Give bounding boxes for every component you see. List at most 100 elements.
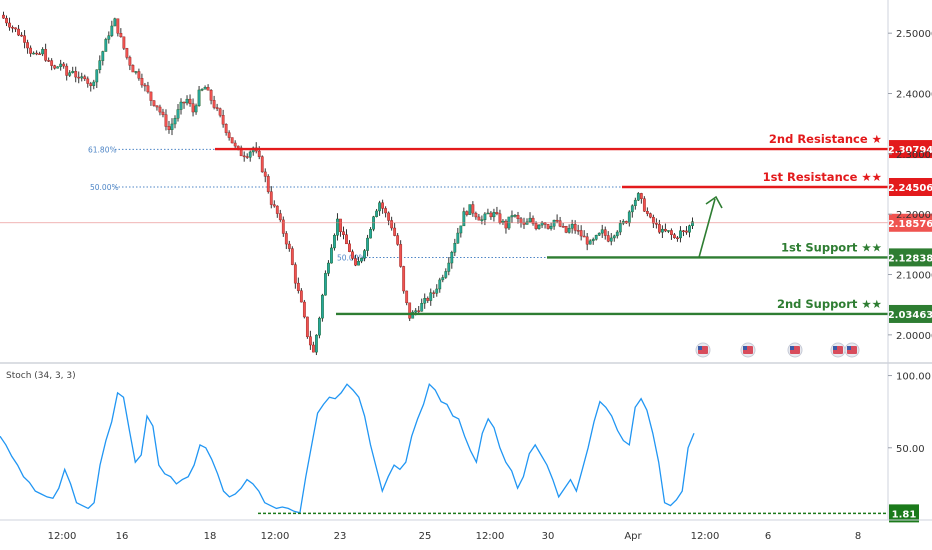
candle-body <box>164 114 168 127</box>
candle-body <box>83 76 87 80</box>
threshold-badge <box>889 504 919 523</box>
candle-body <box>176 109 180 119</box>
candle-body <box>290 248 294 265</box>
candle-body <box>489 212 493 218</box>
candle-body <box>691 221 694 226</box>
candle-body <box>411 311 415 319</box>
candle-body <box>417 310 421 312</box>
stoch-panel: Stoch (34, 3, 3) 1.81 <box>0 371 919 523</box>
candle-body <box>667 230 670 232</box>
candle-body <box>664 228 667 232</box>
level-price-badge <box>889 177 932 196</box>
candle-body <box>456 232 460 244</box>
candle-body <box>71 71 75 73</box>
candle-body <box>41 49 45 55</box>
candle-body <box>621 221 625 224</box>
candle-body <box>576 230 580 232</box>
candle-body <box>423 298 427 304</box>
level-price-label: 2.30794 <box>888 145 932 156</box>
candle-body <box>501 220 505 223</box>
candle-body <box>158 106 162 113</box>
projection-arrow <box>698 195 723 258</box>
candle-body <box>498 213 502 223</box>
candle-body <box>308 336 312 346</box>
candle-body <box>465 211 469 215</box>
candle-body <box>248 151 252 158</box>
candle-body <box>513 215 517 217</box>
candle-body <box>528 217 532 223</box>
time-tick-label: 16 <box>116 531 129 542</box>
candle-body <box>185 98 189 104</box>
candle-body <box>236 145 240 149</box>
candle-body <box>633 199 637 206</box>
candle-body <box>420 303 424 312</box>
candle-body <box>661 228 664 233</box>
candle-body <box>645 211 649 214</box>
candle-body <box>143 84 147 87</box>
event-icons <box>695 342 860 358</box>
candle-body <box>128 57 132 66</box>
time-tick-label: 25 <box>419 531 432 542</box>
candle-body <box>221 115 225 125</box>
level-name: 2nd Resistance ★ <box>769 132 882 146</box>
candle-body <box>369 229 372 239</box>
candle-body <box>194 105 198 113</box>
time-tick-label: 23 <box>334 531 347 542</box>
arrow-shaft <box>698 198 716 258</box>
level-price-label: 2.03463 <box>888 310 932 321</box>
arrow-head <box>705 195 723 209</box>
candle-body <box>402 266 406 292</box>
candle-body <box>17 28 20 36</box>
stoch-line <box>0 382 695 514</box>
time-tick-label: 18 <box>204 531 217 542</box>
candle-body <box>86 78 90 84</box>
candle-body <box>287 243 291 249</box>
candle-body <box>50 60 54 66</box>
candle-body <box>474 212 478 218</box>
candle-body <box>519 218 523 223</box>
candle-body <box>284 233 288 245</box>
time-tick-label: 12:00 <box>691 531 720 542</box>
candle-body <box>450 252 454 264</box>
candle-body <box>579 230 583 237</box>
candle-body <box>116 18 120 34</box>
candle-body <box>173 118 177 125</box>
candle-body <box>242 155 246 158</box>
candle-body <box>35 52 39 55</box>
fibonacci-lines: 61.80%50.00%50.00% <box>88 145 622 263</box>
candle-body <box>387 212 391 221</box>
candle-body <box>299 290 303 303</box>
candle-body <box>555 219 559 222</box>
candle-body <box>546 224 550 229</box>
candle-body <box>597 232 601 236</box>
candle-body <box>281 219 285 234</box>
candle-body <box>648 213 652 218</box>
candle-body <box>549 225 553 229</box>
candle-body <box>342 231 345 235</box>
candle-body <box>570 223 574 229</box>
candle-body <box>618 223 622 233</box>
candle-body <box>504 220 508 229</box>
candle-body <box>477 216 481 221</box>
stoch-tick-label: 100.00 <box>896 372 931 383</box>
time-tick-label: 6 <box>765 531 771 542</box>
candle-body <box>167 126 171 130</box>
candle-body <box>122 36 126 49</box>
stoch-tick-label: 50.00 <box>896 444 925 455</box>
candle-body <box>510 215 514 218</box>
candle-body <box>275 205 279 214</box>
event-flag-icon <box>740 342 756 358</box>
candle-body <box>146 85 150 93</box>
current-price-label: 2.18576 <box>888 219 932 230</box>
candle-body <box>209 89 213 101</box>
candle-body <box>357 260 360 266</box>
candle-body <box>312 344 315 353</box>
level-price-label: 2.24506 <box>888 183 932 194</box>
candle-body <box>137 71 141 79</box>
candle-body <box>8 22 11 28</box>
candle-body <box>627 211 631 224</box>
candle-body <box>336 218 339 236</box>
level-price-badge <box>889 248 932 267</box>
candle-body <box>682 230 685 232</box>
candle-body <box>561 226 565 228</box>
